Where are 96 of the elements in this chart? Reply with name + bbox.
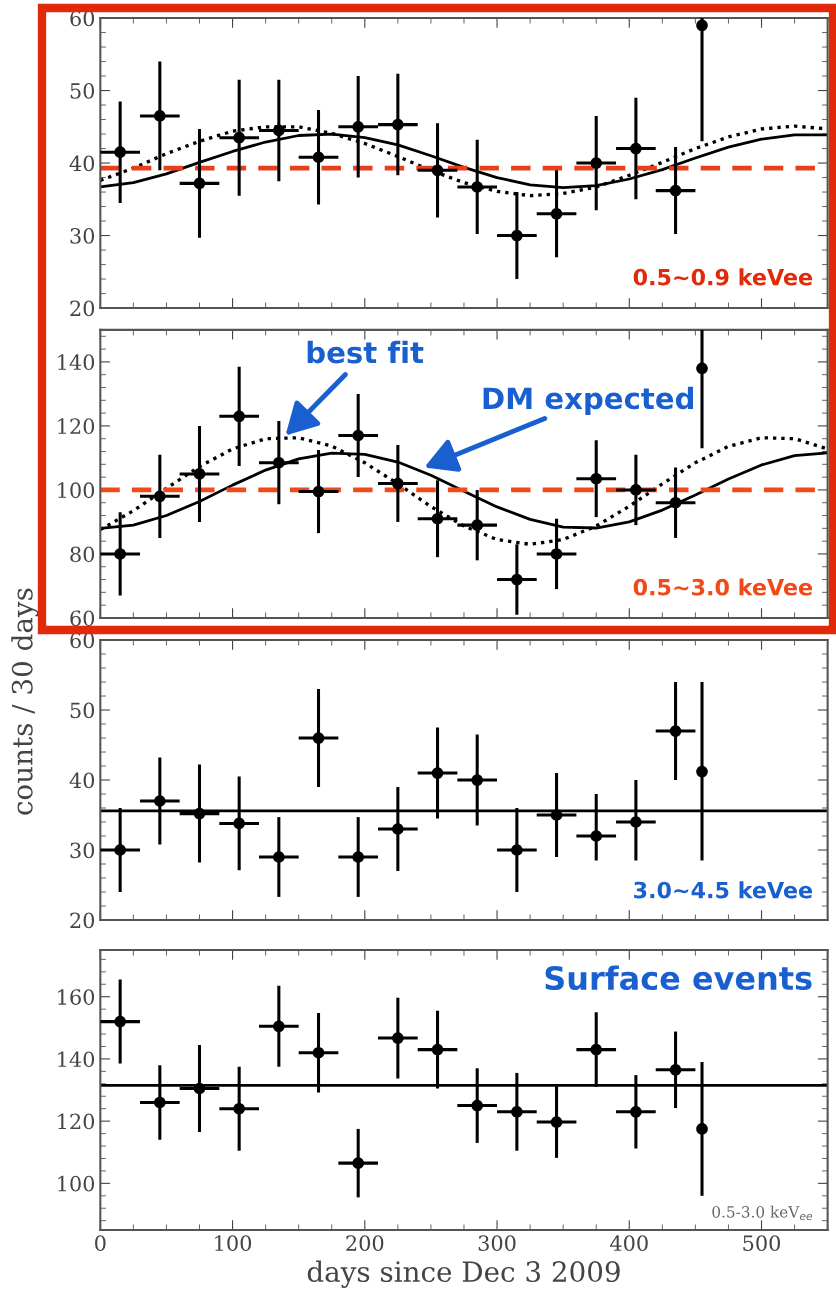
y-tick-label: 80 <box>70 546 95 563</box>
point <box>154 795 166 807</box>
point <box>431 1043 444 1056</box>
point <box>273 456 285 469</box>
y-tick-label: 50 <box>70 702 95 719</box>
x-tick-label: 100 <box>215 1235 252 1252</box>
point <box>392 118 404 131</box>
point <box>233 1102 245 1115</box>
y-tick-label: 60 <box>70 610 95 627</box>
point <box>511 573 523 586</box>
annotation: 0.5-3.0 keV$_{ee}$ <box>712 1205 813 1221</box>
y-tick-label: 40 <box>69 772 95 789</box>
point <box>233 131 245 144</box>
point <box>431 164 444 177</box>
y-tick-label: 40 <box>69 155 95 172</box>
point <box>312 485 325 498</box>
point <box>511 844 523 856</box>
point <box>233 410 245 423</box>
point <box>630 142 642 155</box>
point <box>352 120 364 133</box>
point <box>193 177 206 190</box>
point <box>511 229 523 242</box>
point <box>352 1157 364 1169</box>
point <box>193 807 206 820</box>
point <box>669 184 682 197</box>
y-tick-label: 140 <box>58 354 95 371</box>
annotation: 0.5~0.9 keVee <box>633 268 813 286</box>
point <box>669 496 682 509</box>
point <box>669 725 682 737</box>
point <box>696 362 708 375</box>
annotation: DM expected <box>483 386 694 415</box>
point <box>550 1116 563 1128</box>
annotation: best fit <box>307 340 424 364</box>
point <box>273 124 285 137</box>
point <box>273 1020 285 1033</box>
y-tick-label: 120 <box>58 1113 95 1130</box>
point <box>471 519 484 531</box>
point <box>154 110 166 122</box>
point <box>590 830 603 842</box>
x-axis-title: days since Dec 3 2009 <box>307 1260 620 1288</box>
point <box>154 1096 166 1109</box>
y-tick-label: 20 <box>70 912 95 929</box>
point <box>114 146 126 158</box>
point <box>193 468 206 480</box>
point <box>312 1046 325 1059</box>
point <box>392 477 404 490</box>
point <box>352 851 364 863</box>
point <box>431 512 444 525</box>
point <box>630 816 642 828</box>
point <box>471 1099 484 1112</box>
x-tick-label: 500 <box>743 1235 781 1252</box>
y-tick-label: 140 <box>58 1051 95 1068</box>
annotation: 3.0~4.5 keVee <box>634 881 813 899</box>
point <box>312 732 325 744</box>
point <box>114 844 126 856</box>
point <box>550 809 563 821</box>
point <box>114 548 126 560</box>
y-tick-label: 50 <box>70 83 95 99</box>
x-tick-label: 400 <box>610 1235 648 1252</box>
point <box>312 151 325 164</box>
point <box>669 1064 682 1076</box>
point <box>630 1106 642 1118</box>
point <box>590 157 603 169</box>
point <box>273 851 285 863</box>
y-tick-label: 160 <box>58 989 95 1005</box>
y-tick-label: 20 <box>70 300 95 317</box>
annotation: 0.5~3.0 keVee <box>633 578 813 596</box>
point <box>550 207 563 220</box>
point <box>511 1106 523 1118</box>
point <box>392 1032 404 1044</box>
point <box>154 490 166 503</box>
point <box>696 19 708 32</box>
point <box>392 823 404 835</box>
point <box>233 817 245 830</box>
y-tick-label: 30 <box>70 842 95 859</box>
y-tick-label: 100 <box>58 1175 95 1192</box>
point <box>696 1123 708 1135</box>
point <box>431 767 444 779</box>
y-tick-label: 120 <box>58 418 95 435</box>
x-tick-label: 300 <box>478 1235 516 1252</box>
point <box>696 765 708 778</box>
point <box>471 181 484 193</box>
x-tick-label: 0 <box>95 1235 106 1252</box>
y-tick-label: 30 <box>70 228 95 244</box>
y-tick-label: 100 <box>58 482 95 499</box>
point <box>352 429 364 442</box>
point <box>114 1015 126 1028</box>
point <box>630 484 642 496</box>
point <box>590 1043 603 1056</box>
point <box>193 1082 206 1095</box>
y-axis-title: counts / 30 days <box>11 588 39 815</box>
x-tick-label: 200 <box>346 1235 384 1252</box>
annotation: Surface events <box>545 965 812 991</box>
point <box>471 774 484 786</box>
point <box>590 472 603 485</box>
point <box>550 548 563 560</box>
